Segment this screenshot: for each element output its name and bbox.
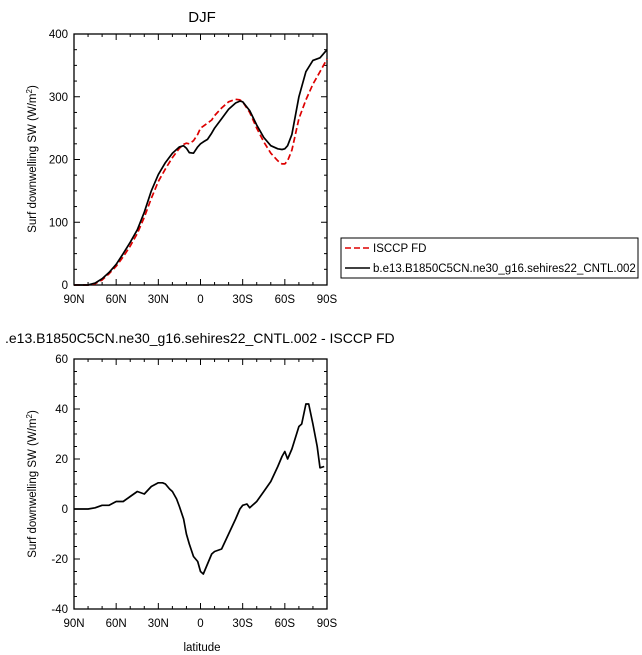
top-x-tick-label-2: 30N [148, 294, 169, 306]
bottom-chart-x-axis-label: latitude [183, 642, 220, 654]
legend-box [340, 237, 639, 279]
bottom-x-tick-label-4: 30S [232, 618, 253, 630]
top-x-tick-label-3: 0 [197, 294, 203, 306]
bottom-series-line-0 [74, 403, 325, 575]
top-x-tick-label-4: 30S [232, 294, 253, 306]
bottom-chart-title: .e13.B1850C5CN.ne30_g16.sehires22_CNTL.0… [5, 330, 395, 346]
bottom-x-tick-label-5: 60S [275, 618, 296, 630]
bottom-x-tick-label-0: 90N [63, 618, 84, 630]
top-series-line-0 [74, 58, 328, 286]
bottom-y-tick-label-2: 0 [62, 504, 68, 516]
bottom-chart-y-axis-label: Surf downwelling SW (W/m2) [25, 410, 40, 558]
top-y-tick-label-2: 200 [49, 155, 68, 167]
top-chart-plot-frame [73, 33, 328, 286]
top-x-tick-label-0: 90N [63, 294, 84, 306]
bottom-y-tick-label-3: 20 [55, 454, 68, 466]
bottom-chart-series [74, 403, 325, 575]
top-chart-series [74, 49, 328, 286]
top-x-tick-label-5: 60S [275, 294, 296, 306]
bottom-x-tick-label-6: 90S [317, 618, 338, 630]
top-x-tick-label-6: 90S [317, 294, 338, 306]
top-y-tick-label-3: 300 [49, 92, 68, 104]
legend-label-model: b.e13.B1850C5CN.ne30_g16.sehires22_CNTL.… [373, 263, 636, 275]
top-chart-ticks: 90N 60N 30N 0 30S 60S 90S 0 100 200 300 400 [49, 29, 338, 306]
bottom-y-tick-label-4: 40 [55, 404, 68, 416]
bottom-y-tick-label-5: 60 [55, 354, 68, 366]
top-x-tick-label-1: 60N [106, 294, 127, 306]
bottom-y-tick-label-1: -20 [51, 554, 68, 566]
top-y-tick-label-0: 0 [62, 280, 68, 292]
bottom-y-tick-label-0: -40 [51, 604, 68, 616]
bottom-chart-ticks: 90N 60N 30N 0 30S 60S 90S -40 -20 0 20 40 60 [51, 354, 337, 630]
top-chart-y-axis-label: Surf downwelling SW (W/m2) [25, 85, 40, 233]
top-series-line-1 [74, 49, 328, 286]
bottom-x-tick-label-1: 60N [106, 618, 127, 630]
bottom-x-tick-label-2: 30N [148, 618, 169, 630]
legend-label-isccp: ISCCP FD [373, 243, 426, 255]
top-y-tick-label-1: 100 [49, 217, 68, 229]
top-y-tick-label-4: 400 [49, 29, 68, 41]
bottom-x-tick-label-3: 0 [197, 618, 203, 630]
top-chart-title: DJF [188, 9, 216, 26]
